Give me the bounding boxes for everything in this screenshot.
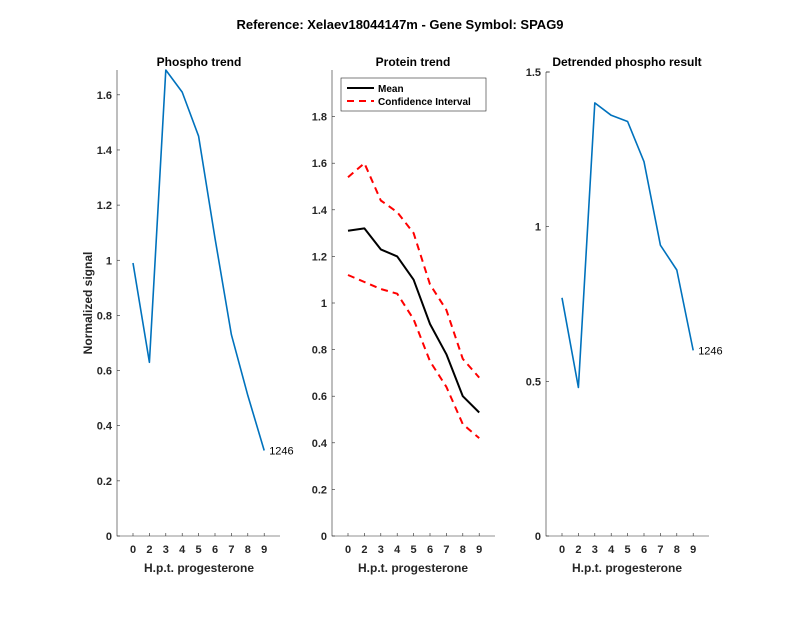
- phospho-trend-panel: Phospho trend H.p.t. progesterone Normal…: [81, 55, 294, 575]
- detrended-phospho-ytick-label: 1.5: [526, 67, 541, 79]
- protein-trend-xtick-label: 9: [476, 544, 482, 556]
- detrended-phospho-panel: Detrended phospho result H.p.t. progeste…: [526, 55, 723, 575]
- protein-trend-ytick-label: 0.2: [312, 484, 327, 496]
- phospho-trend-title: Phospho trend: [157, 55, 242, 69]
- protein-trend-ytick-label: 0.8: [312, 345, 327, 357]
- detrended-phospho-series-line-0: [561, 102, 694, 389]
- protein-trend-axes: [331, 70, 495, 537]
- protein-trend-panel: Protein trend H.p.t. progesterone 0 0.2 0.…: [312, 55, 495, 575]
- detrended-phospho-xtick-label: 3: [592, 544, 598, 556]
- detrended-phospho-ytick-label: 1: [535, 222, 541, 234]
- detrended-phospho-ytick-label: 0: [535, 531, 541, 543]
- protein-trend-ytick-label: 0: [321, 531, 327, 543]
- detrended-phospho-xtick-label: 9: [690, 544, 696, 556]
- detrended-phospho-xlabel: H.p.t. progesterone: [572, 561, 682, 575]
- protein-trend-series-line-1: [347, 162, 480, 379]
- phospho-trend-xlabel: H.p.t. progesterone: [144, 561, 254, 575]
- detrended-phospho-xtick-label: 8: [674, 544, 680, 556]
- protein-trend-ytick-label: 0.6: [312, 391, 327, 403]
- phospho-trend-series-line-0: [132, 69, 265, 451]
- phospho-trend-xtick-label: 3: [163, 544, 169, 556]
- phospho-trend-xtick-label: 6: [212, 544, 218, 556]
- protein-trend-xtick-label: 0: [345, 544, 351, 556]
- protein-trend-xtick-label: 3: [378, 544, 384, 556]
- phospho-trend-ytick-label: 1.2: [97, 200, 112, 212]
- phospho-trend-ytick-label: 0.4: [97, 421, 113, 433]
- protein-trend-title: Protein trend: [376, 55, 451, 69]
- protein-trend-ytick-label: 1.6: [312, 158, 327, 170]
- detrended-phospho-annotation: 1246: [698, 345, 722, 357]
- phospho-trend-annotation: 1246: [269, 446, 293, 458]
- protein-trend-ytick-label: 0.4: [312, 438, 328, 450]
- detrended-phospho-xtick-label: 0: [559, 544, 565, 556]
- protein-trend-xtick-label: 5: [411, 544, 417, 556]
- detrended-phospho-xtick-label: 2: [575, 544, 581, 556]
- phospho-trend-xtick-label: 5: [196, 544, 202, 556]
- detrended-phospho-xtick-label: 4: [608, 544, 615, 556]
- detrended-phospho-xtick-label: 6: [641, 544, 647, 556]
- phospho-trend-ytick-label: 0.8: [97, 310, 112, 322]
- phospho-trend-xtick-label: 9: [261, 544, 267, 556]
- phospho-trend-ytick-label: 1.4: [97, 145, 113, 157]
- detrended-phospho-xtick-label: 5: [625, 544, 631, 556]
- protein-trend-xtick-label: 7: [443, 544, 449, 556]
- phospho-trend-xtick-label: 8: [245, 544, 251, 556]
- phospho-trend-ytick-label: 0.6: [97, 366, 112, 378]
- phospho-trend-xtick-label: 0: [130, 544, 136, 556]
- legend-entry: Confidence Interval: [378, 97, 471, 108]
- protein-trend-series-line-2: [347, 274, 480, 439]
- detrended-phospho-title: Detrended phospho result: [552, 55, 701, 69]
- protein-trend-xtick-label: 4: [394, 544, 401, 556]
- protein-trend-ytick-label: 1.8: [312, 112, 327, 124]
- protein-trend-xtick-label: 6: [427, 544, 433, 556]
- phospho-trend-ylabel: Normalized signal: [81, 252, 95, 355]
- figure-suptitle: Reference: Xelaev18044147m - Gene Symbol…: [236, 17, 563, 32]
- protein-trend-xtick-label: 8: [460, 544, 466, 556]
- legend-box: [340, 77, 487, 112]
- phospho-trend-xtick-label: 4: [179, 544, 186, 556]
- protein-trend-ytick-label: 1.2: [312, 251, 327, 263]
- phospho-trend-ytick-label: 0: [106, 531, 112, 543]
- legend-entry: Mean: [378, 84, 404, 95]
- detrended-phospho-ytick-label: 0.5: [526, 376, 541, 388]
- phospho-trend-ytick-label: 1.6: [97, 90, 112, 102]
- protein-trend-ytick-label: 1.4: [312, 205, 328, 217]
- protein-trend-xtick-label: 2: [361, 544, 367, 556]
- phospho-trend-xtick-label: 7: [228, 544, 234, 556]
- phospho-trend-ytick-label: 0.2: [97, 476, 112, 488]
- protein-trend-xlabel: H.p.t. progesterone: [358, 561, 468, 575]
- detrended-phospho-xtick-label: 7: [657, 544, 663, 556]
- phospho-trend-xtick-label: 2: [146, 544, 152, 556]
- protein-trend-ytick-label: 1: [321, 298, 327, 310]
- phospho-trend-ytick-label: 1: [106, 255, 112, 267]
